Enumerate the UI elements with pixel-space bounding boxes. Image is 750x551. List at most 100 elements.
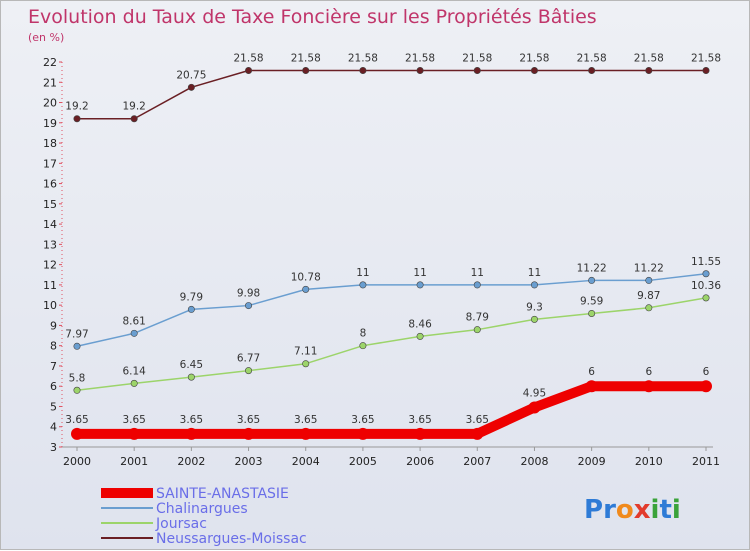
y-tick-label: 9 <box>50 319 57 332</box>
x-tick-label: 2002 <box>177 455 205 468</box>
data-label: 6.45 <box>180 359 203 371</box>
legend-label: Joursac <box>155 516 207 532</box>
series-line <box>76 297 707 392</box>
data-point <box>645 304 653 312</box>
data-label: 21.58 <box>691 53 721 65</box>
data-point <box>414 427 427 440</box>
data-label: 8.46 <box>408 318 432 330</box>
legend: SAINTE-ANASTASIEChalinarguesJoursacNeuss… <box>101 486 307 547</box>
x-tick-label: 2003 <box>235 455 263 468</box>
y-tick-label: 11 <box>43 279 57 292</box>
data-label: 21.58 <box>519 53 549 65</box>
series-sainte-anastasie: 3.65 3.65 3.65 3.65 3.65 3.65 3.65 3.65 4.95 6 6 6 <box>65 366 712 440</box>
legend-label: Neussargues-Moissac <box>156 531 307 547</box>
data-point <box>588 67 596 75</box>
data-point <box>702 67 710 75</box>
x-tick-label: 2011 <box>692 455 720 468</box>
data-point <box>528 401 541 414</box>
data-point <box>73 386 81 394</box>
data-label: 3.65 <box>408 414 431 426</box>
data-label: 20.75 <box>176 69 206 81</box>
data-point <box>359 342 367 350</box>
x-tick-label: 2000 <box>63 455 91 468</box>
data-point <box>245 67 253 75</box>
x-tick-label: 2006 <box>406 455 434 468</box>
data-point <box>473 67 481 75</box>
data-label: 21.58 <box>634 53 664 65</box>
series-line <box>76 273 707 348</box>
series-line <box>72 381 711 439</box>
y-tick-label: 12 <box>43 259 57 272</box>
series-chalinargues: 7.97 8.61 9.79 9.98 10.78 11 11 11 11 11.22 11.22 1… <box>65 256 721 350</box>
y-tick-label: 7 <box>50 360 57 373</box>
y-tick-label: 15 <box>43 198 57 211</box>
data-label: 5.8 <box>69 372 86 384</box>
data-point <box>473 281 481 289</box>
data-label: 19.2 <box>122 101 145 113</box>
data-point <box>299 427 312 440</box>
data-label: 9.87 <box>637 290 660 302</box>
data-label: 11 <box>528 267 541 279</box>
data-label: 10.78 <box>291 271 321 283</box>
data-point <box>588 276 596 284</box>
data-point <box>702 294 710 302</box>
legend-label: SAINTE-ANASTASIE <box>156 486 289 502</box>
data-label: 7.11 <box>294 346 317 358</box>
data-label: 3.65 <box>180 414 203 426</box>
data-label: 21.58 <box>234 53 264 65</box>
data-point <box>416 332 424 340</box>
data-point <box>588 309 596 317</box>
y-tick-label: 19 <box>43 117 57 130</box>
series-layer: 3.65 3.65 3.65 3.65 3.65 3.65 3.65 3.65 4.95 6 6 6 7… <box>65 53 721 440</box>
x-tick-label: 2005 <box>349 455 377 468</box>
y-tick-label: 18 <box>43 137 57 150</box>
data-label: 9.79 <box>180 291 203 303</box>
data-label: 9.98 <box>237 288 260 300</box>
data-point <box>359 281 367 289</box>
x-tick-label: 2001 <box>120 455 148 468</box>
y-tick-label: 3 <box>50 441 57 454</box>
data-point <box>187 305 195 313</box>
data-label: 6 <box>588 366 595 378</box>
data-point <box>302 360 310 368</box>
data-point <box>130 329 138 337</box>
data-point <box>245 367 253 375</box>
chart-subtitle: (en %) <box>28 31 64 44</box>
data-point <box>702 270 710 278</box>
data-point <box>302 67 310 75</box>
series-neussargues-moissac: 19.2 19.2 20.75 21.58 21.58 21.58 21.58 21.58 21… <box>65 53 721 123</box>
y-tick-label: 20 <box>43 97 57 110</box>
data-point <box>471 427 484 440</box>
data-point <box>645 276 653 284</box>
data-point <box>128 427 141 440</box>
data-point <box>642 380 655 393</box>
y-tick-label: 21 <box>43 76 57 89</box>
data-point <box>473 326 481 334</box>
data-label: 3.65 <box>294 414 317 426</box>
data-point <box>73 342 81 350</box>
y-tick-label: 6 <box>50 380 57 393</box>
data-label: 4.95 <box>523 387 546 399</box>
data-label: 11.55 <box>691 256 721 268</box>
logo-text: Proxiti <box>584 495 681 525</box>
y-tick-label: 22 <box>43 56 57 69</box>
data-label: 3.65 <box>351 414 374 426</box>
data-label: 3.65 <box>466 414 489 426</box>
data-label: 11 <box>413 267 426 279</box>
data-point <box>416 281 424 289</box>
data-point <box>359 67 367 75</box>
data-point <box>73 115 81 123</box>
data-point <box>356 427 369 440</box>
data-point <box>645 67 653 75</box>
data-point <box>187 373 195 381</box>
series-joursac: 5.8 6.14 6.45 6.77 7.11 8 8.46 8.79 9.3 9.59 9.87 1… <box>69 280 721 394</box>
data-label: 11.22 <box>577 262 607 274</box>
data-point <box>187 83 195 91</box>
data-label: 21.58 <box>405 53 435 65</box>
x-tick-label: 2004 <box>292 455 320 468</box>
data-label: 8.79 <box>466 312 489 324</box>
data-label: 10.36 <box>691 280 721 292</box>
data-label: 3.65 <box>122 414 145 426</box>
